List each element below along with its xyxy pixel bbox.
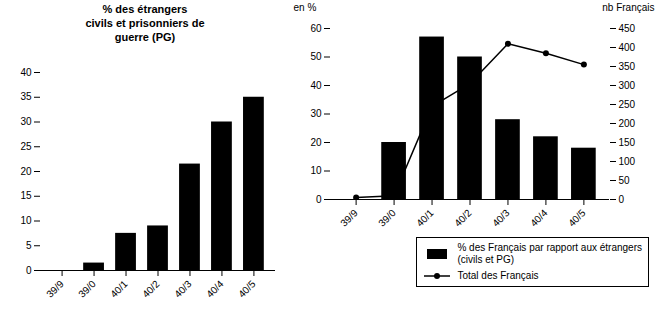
svg-text:250: 250 [619,99,636,110]
svg-text:350: 350 [619,61,636,72]
svg-text:39/9: 39/9 [44,278,66,300]
svg-text:5: 5 [26,240,32,251]
svg-text:25: 25 [20,141,32,152]
svg-text:40/1: 40/1 [108,278,130,300]
svg-text:0: 0 [619,194,625,205]
html-text:Total des Français: Total des Français [457,270,539,281]
svg-text:40/2: 40/2 [140,278,162,300]
svg-text:60: 60 [310,23,322,34]
svg-text:40/5: 40/5 [236,278,258,300]
svg-text:0: 0 [316,194,322,205]
svg-text:40/4: 40/4 [204,278,226,300]
svg-text:10: 10 [310,165,322,176]
svg-text:200: 200 [619,118,636,129]
svg-text:50: 50 [619,175,631,186]
svg-text:nb Français: nb Français [602,2,654,13]
svg-text:39/9: 39/9 [338,207,360,229]
svg-text:40/4: 40/4 [528,207,550,229]
svg-text:20: 20 [310,137,322,148]
svg-text:40: 40 [310,80,322,91]
svg-text:40/1: 40/1 [414,207,436,229]
svg-text:40/2: 40/2 [452,207,474,229]
svg-text:300: 300 [619,80,636,91]
svg-text:30: 30 [20,116,32,127]
svg-text:30: 30 [310,108,322,119]
svg-text:50: 50 [310,51,322,62]
svg-text:40: 40 [20,67,32,78]
svg-text:en %: en % [294,2,317,13]
svg-text:15: 15 [20,191,32,202]
svg-text:39/0: 39/0 [76,278,98,300]
svg-text:0: 0 [26,265,32,276]
svg-text:100: 100 [619,156,636,167]
svg-text:39/0: 39/0 [376,207,398,229]
svg-text:150: 150 [619,137,636,148]
svg-text:35: 35 [20,92,32,103]
svg-text:40/3: 40/3 [172,278,194,300]
svg-text:450: 450 [619,23,636,34]
svg-text:40/5: 40/5 [566,207,588,229]
svg-text:10: 10 [20,215,32,226]
svg-text:40/3: 40/3 [490,207,512,229]
html-text:% des étrangers civils et pris: % des étrangers civils et prisonniers de… [85,3,205,43]
svg-text:400: 400 [619,42,636,53]
html-text:% des Français par rapport aux: % des Français par rapport aux étrangers… [457,242,642,265]
svg-text:20: 20 [20,166,32,177]
